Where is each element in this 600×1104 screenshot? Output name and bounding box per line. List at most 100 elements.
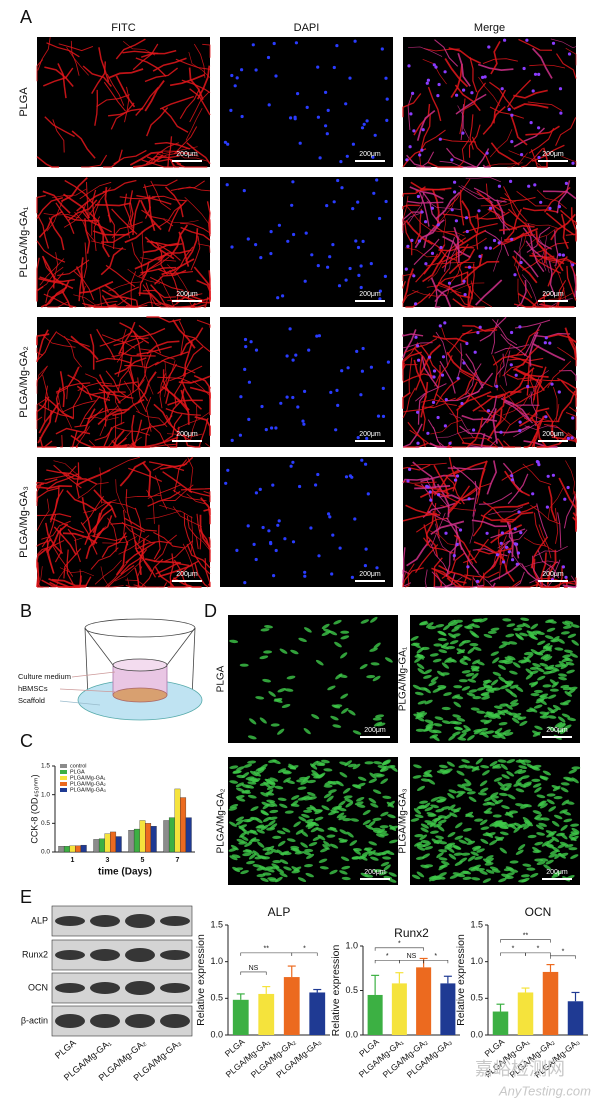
- cell: [420, 827, 429, 833]
- cell: [483, 685, 493, 690]
- fiber: [204, 558, 211, 588]
- cell: [300, 779, 309, 785]
- cell: [279, 803, 288, 809]
- insert-top: [112, 658, 168, 672]
- nucleus: [385, 118, 389, 122]
- nucleus: [450, 208, 454, 212]
- nucleus: [254, 557, 258, 562]
- cell: [466, 791, 476, 795]
- nucleus: [334, 428, 338, 432]
- cell: [571, 827, 580, 834]
- fiber: [128, 467, 163, 482]
- nucleus: [478, 254, 482, 258]
- cell: [539, 803, 548, 809]
- image-background: [228, 615, 398, 743]
- cell: [559, 809, 568, 814]
- cell: [571, 766, 581, 770]
- cell: [381, 760, 390, 766]
- fiber: [432, 335, 468, 344]
- fiber: [36, 196, 64, 219]
- cell: [513, 782, 522, 787]
- nucleus: [551, 41, 556, 45]
- fiber: [129, 151, 164, 166]
- cell: [470, 667, 480, 672]
- nucleus: [529, 121, 533, 125]
- cell: [448, 734, 456, 741]
- fiber: [82, 300, 118, 307]
- nucleus: [519, 260, 523, 265]
- fiber: [98, 374, 121, 404]
- fiber: [94, 89, 99, 126]
- fiber: [146, 107, 169, 137]
- image-background: [220, 37, 393, 167]
- cell: [308, 841, 318, 847]
- fiber: [155, 562, 190, 575]
- cell: [454, 861, 463, 866]
- nucleus: [270, 426, 274, 430]
- fiber: [533, 366, 547, 401]
- fiber: [203, 490, 211, 497]
- fiber: [49, 485, 60, 521]
- cell: [298, 816, 307, 822]
- nucleus: [558, 253, 562, 257]
- nucleus: [514, 373, 518, 377]
- cell: [241, 828, 250, 835]
- cell: [467, 855, 476, 862]
- cell: [424, 846, 433, 850]
- nucleus: [420, 148, 424, 152]
- fiber: [534, 332, 571, 338]
- cell: [255, 696, 265, 700]
- fiber: [55, 202, 75, 235]
- fiber: [71, 130, 96, 159]
- blot-band: [90, 949, 120, 961]
- cell: [545, 830, 555, 835]
- fiber: [490, 41, 501, 75]
- cell: [440, 672, 450, 676]
- fiber: [461, 253, 483, 283]
- fiber: [115, 75, 136, 108]
- cell: [501, 805, 510, 810]
- fiber: [432, 224, 464, 244]
- fiber: [140, 230, 144, 267]
- blot-band: [90, 982, 120, 994]
- fiber: [561, 155, 577, 166]
- fiber: [86, 181, 89, 218]
- cell: [475, 758, 483, 765]
- cell: [373, 721, 383, 727]
- fiber: [510, 114, 528, 146]
- nucleus: [500, 531, 504, 535]
- nucleus: [264, 428, 268, 432]
- fiber: [90, 547, 119, 570]
- cell: [533, 704, 543, 709]
- fiber: [440, 138, 477, 143]
- fiber: [111, 221, 143, 239]
- cell: [539, 693, 549, 698]
- fiber: [97, 408, 130, 426]
- fiber: [513, 303, 549, 308]
- fiber: [402, 391, 411, 409]
- cell: [242, 849, 252, 853]
- fiber: [175, 58, 211, 70]
- cell: [424, 719, 434, 724]
- bar: [416, 967, 432, 1035]
- fiber: [414, 483, 450, 495]
- nucleus: [240, 114, 244, 119]
- blot-band: [160, 983, 190, 993]
- cell: [558, 676, 568, 681]
- cell: [568, 847, 578, 851]
- y-tick-label: 0.0: [470, 1029, 483, 1039]
- cell: [379, 832, 389, 837]
- fiber: [459, 189, 465, 226]
- nucleus: [518, 325, 522, 329]
- fiber: [79, 181, 112, 200]
- cell: [545, 859, 554, 865]
- cell: [531, 778, 541, 783]
- fiber: [45, 538, 54, 574]
- fiber: [192, 380, 211, 397]
- cell: [523, 823, 531, 830]
- nucleus: [290, 203, 294, 207]
- fiber: [496, 580, 522, 588]
- fiber: [555, 53, 577, 79]
- nucleus: [360, 126, 365, 130]
- cell: [241, 772, 250, 778]
